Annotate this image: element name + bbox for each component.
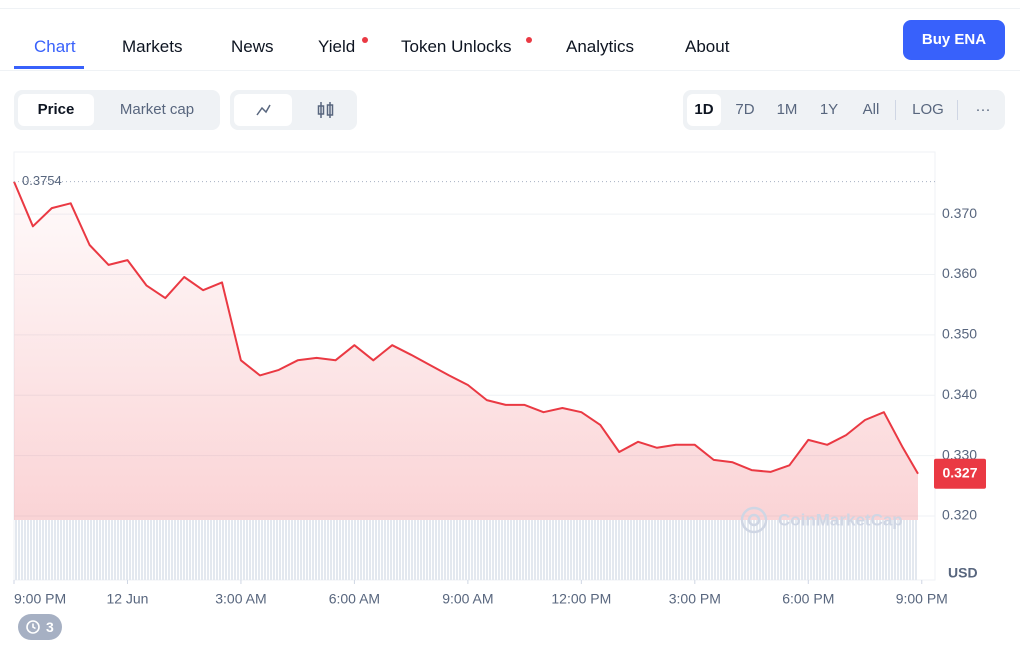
y-tick-label: 0.370 — [942, 205, 977, 221]
range-button[interactable]: 1Y — [819, 101, 839, 118]
candle-icon — [317, 102, 334, 118]
range-button[interactable]: 7D — [735, 101, 755, 118]
toggle[interactable]: Price — [18, 94, 94, 126]
tab-underline — [14, 66, 84, 69]
line-style-button[interactable] — [234, 94, 292, 126]
tab[interactable]: Analytics — [566, 37, 635, 56]
x-tick-label: 9:00 PM — [896, 591, 948, 607]
price-line — [13, 181, 919, 475]
range-button[interactable]: 1M — [776, 101, 798, 118]
watermark: CoinMarketCap — [778, 510, 903, 529]
tab[interactable]: Chart — [34, 37, 76, 56]
chart-style-toggle — [230, 90, 357, 130]
tab[interactable]: About — [685, 37, 730, 56]
buy-button[interactable]: Buy ENA — [903, 20, 1005, 60]
history-count: 3 — [46, 619, 54, 635]
tab[interactable]: Yield — [318, 37, 356, 56]
last-price-tag — [934, 458, 986, 489]
x-tick-label: 6:00 PM — [782, 591, 834, 607]
volume-area — [14, 520, 918, 580]
x-tick-label: 12:00 PM — [551, 591, 611, 607]
tab[interactable]: News — [231, 37, 274, 56]
tab-border — [0, 70, 1020, 71]
x-tick-label: 9:00 AM — [442, 591, 493, 607]
x-tick-label: 3:00 PM — [669, 591, 721, 607]
divider — [895, 100, 896, 120]
y-tick-label: 0.360 — [942, 265, 977, 281]
y-tick-label: 0.320 — [942, 507, 977, 523]
divider — [957, 100, 958, 120]
history-badge[interactable]: 3 — [18, 614, 62, 640]
badge-dot — [526, 37, 532, 43]
range-toggle: 1D 7D 1M 1Y All LOG ··· — [683, 90, 1005, 130]
x-tick-label: 9:00 PM — [14, 591, 66, 607]
x-tick-label: 12 Jun — [106, 591, 148, 607]
top-border — [0, 8, 1020, 9]
y-tick-label: 0.330 — [942, 446, 977, 462]
badge-dot — [362, 37, 368, 43]
line-icon — [256, 104, 271, 116]
more-button[interactable]: ··· — [975, 101, 991, 118]
price-area — [14, 181, 918, 520]
x-tick-label: 6:00 AM — [329, 591, 380, 607]
tab[interactable]: Token Unlocks — [401, 37, 512, 56]
range-button[interactable]: 1D — [687, 94, 721, 126]
candle-style-button[interactable] — [296, 94, 354, 126]
y-tick-label: 0.350 — [942, 326, 977, 342]
range-button[interactable]: All — [862, 101, 880, 118]
x-tick-label: 3:00 AM — [215, 591, 266, 607]
price-toggle: Price Market cap — [14, 90, 220, 130]
high-label: 0.3754 — [22, 173, 62, 188]
tab[interactable]: Markets — [122, 37, 183, 56]
toggle[interactable]: Market cap — [119, 101, 195, 118]
unit-label: USD — [948, 565, 978, 581]
log-button[interactable]: LOG — [912, 101, 944, 118]
last-price-label: 0.327 — [942, 464, 977, 480]
y-tick-label: 0.340 — [942, 386, 977, 402]
watermark-logo — [740, 506, 768, 534]
history-icon — [26, 620, 40, 634]
